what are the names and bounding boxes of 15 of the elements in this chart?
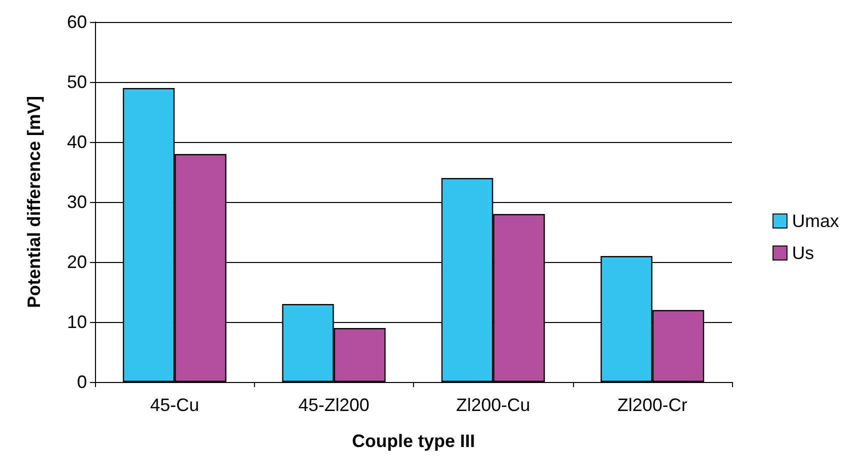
y-tick-label: 0 [76,372,87,392]
x-tick-label: 45-Cu [150,395,200,415]
x-tick-label: Zl200-Cr [617,395,688,415]
y-tick-label: 10 [66,312,87,332]
y-axis-title: Potential difference [mV] [24,96,44,308]
y-tick-label: 20 [66,252,87,272]
legend-label: Us [792,243,814,263]
y-tick-label: 60 [66,12,87,32]
y-tick-label: 30 [66,192,87,212]
y-tick-label: 50 [66,72,87,92]
legend-label: Umax [792,211,840,231]
y-tick-label: 40 [66,132,87,152]
x-tick-label: 45-Zl200 [298,395,370,415]
x-axis-title: Couple type III [352,431,476,451]
x-tick-label: Zl200-Cu [456,395,530,415]
